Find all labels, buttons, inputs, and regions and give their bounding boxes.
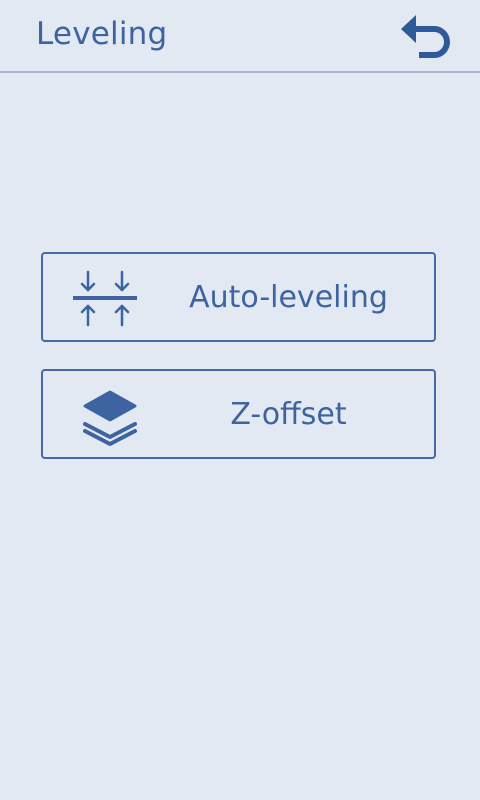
back-button[interactable] (400, 10, 456, 64)
auto-leveling-icon (73, 270, 137, 327)
z-offset-label: Z-offset (230, 397, 347, 432)
layers-icon (83, 390, 137, 446)
z-offset-button[interactable]: Z-offset (41, 369, 436, 459)
back-arrow-icon (401, 15, 450, 58)
auto-leveling-label: Auto-leveling (189, 280, 388, 315)
auto-leveling-button[interactable]: Auto-leveling (41, 252, 436, 342)
page-title: Leveling (36, 16, 168, 52)
header-bar: Leveling (0, 0, 480, 73)
